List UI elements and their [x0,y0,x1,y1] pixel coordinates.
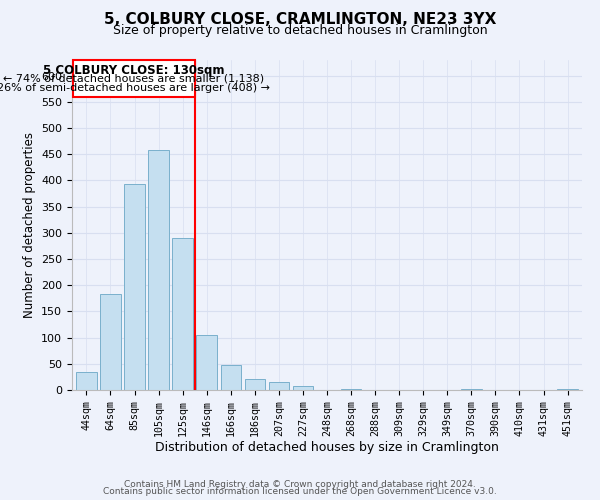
Text: Contains public sector information licensed under the Open Government Licence v3: Contains public sector information licen… [103,487,497,496]
Bar [269,382,289,390]
Bar [245,379,265,390]
FancyBboxPatch shape [73,60,194,96]
Text: ← 74% of detached houses are smaller (1,138): ← 74% of detached houses are smaller (1,… [4,74,265,84]
Text: 26% of semi-detached houses are larger (408) →: 26% of semi-detached houses are larger (… [0,83,271,93]
Bar [221,365,241,390]
Text: Contains HM Land Registry data © Crown copyright and database right 2024.: Contains HM Land Registry data © Crown c… [124,480,476,489]
Bar [124,184,145,390]
Bar [100,294,121,390]
Text: 5 COLBURY CLOSE: 130sqm: 5 COLBURY CLOSE: 130sqm [43,64,224,77]
Bar [172,238,193,390]
Text: Size of property relative to detached houses in Cramlington: Size of property relative to detached ho… [113,24,487,37]
Y-axis label: Number of detached properties: Number of detached properties [23,132,35,318]
Bar [76,372,97,390]
Bar [148,150,169,390]
Bar [341,389,361,390]
Bar [293,386,313,390]
Bar [196,335,217,390]
X-axis label: Distribution of detached houses by size in Cramlington: Distribution of detached houses by size … [155,442,499,454]
Text: 5, COLBURY CLOSE, CRAMLINGTON, NE23 3YX: 5, COLBURY CLOSE, CRAMLINGTON, NE23 3YX [104,12,496,28]
